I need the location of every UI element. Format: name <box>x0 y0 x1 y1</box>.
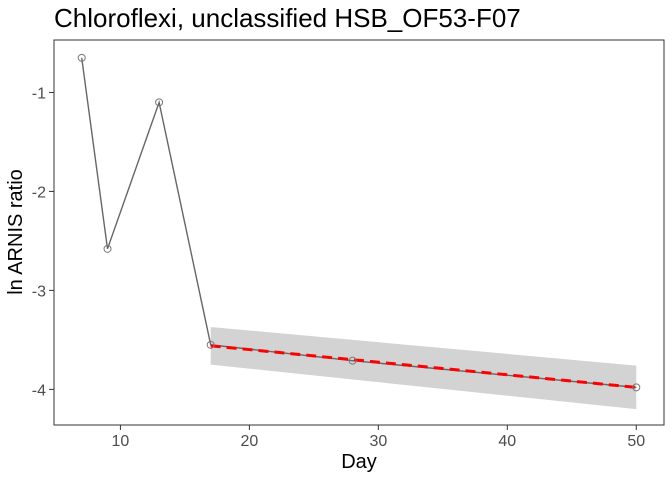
x-tick-label: 40 <box>498 433 516 450</box>
x-tick-label: 20 <box>240 433 258 450</box>
fit-line <box>210 344 637 389</box>
y-tick-label: -2 <box>32 184 46 201</box>
data-point <box>155 98 164 107</box>
series-line-layer <box>81 57 637 389</box>
x-tick-label: 50 <box>627 433 645 450</box>
y-tick-label: -1 <box>32 85 46 102</box>
x-tick-label: 30 <box>369 433 387 450</box>
chart-title: Chloroflexi, unclassified HSB_OF53-F07 <box>54 3 521 33</box>
data-point <box>632 383 641 392</box>
data-point <box>77 53 86 62</box>
y-tick-label: -4 <box>32 382 46 399</box>
data-point <box>206 340 215 349</box>
data-point <box>103 244 112 253</box>
y-tick-label: -3 <box>32 283 46 300</box>
x-axis-title: Day <box>341 451 377 473</box>
fit-line-layer <box>210 344 637 389</box>
x-axis-ticks: 10 20 30 40 50 <box>112 425 645 450</box>
data-point <box>348 356 357 365</box>
data-points-layer <box>77 53 641 392</box>
y-axis-title: ln ARNIS ratio <box>5 169 27 295</box>
series-line <box>81 57 637 389</box>
x-tick-label: 10 <box>112 433 130 450</box>
y-axis-ticks: -4 -3 -2 -1 <box>32 85 54 399</box>
plot-panel-border <box>53 39 665 426</box>
